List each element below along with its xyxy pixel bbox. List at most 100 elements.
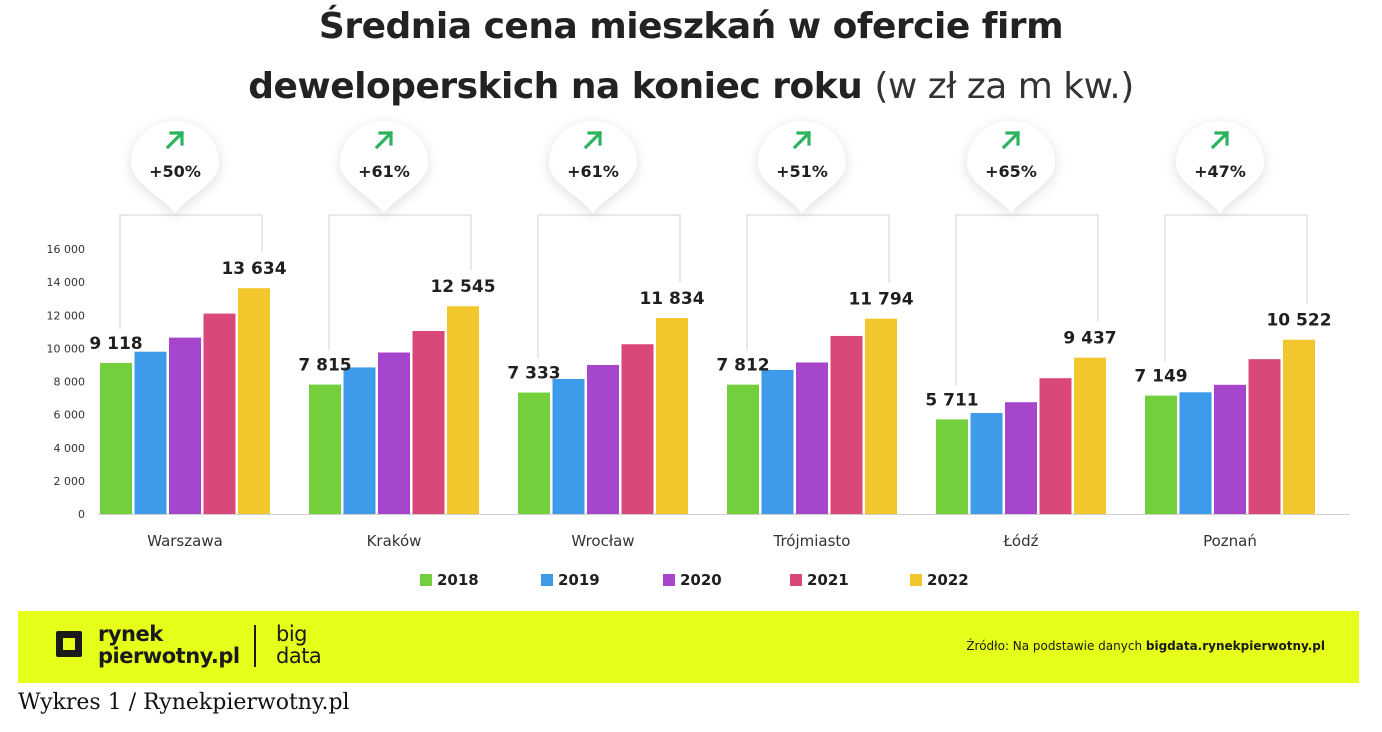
y-tick-label: 16 000 bbox=[47, 243, 86, 256]
bar-2021-2 bbox=[412, 330, 445, 514]
growth-bubble bbox=[967, 121, 1055, 213]
growth-percent: +47% bbox=[1194, 162, 1246, 181]
bar-2019-2 bbox=[343, 367, 376, 514]
arrow-up-right-icon-stroke bbox=[1210, 130, 1230, 150]
growth-percent: +51% bbox=[776, 162, 828, 181]
bar-2018-2 bbox=[309, 384, 341, 514]
bar-2022-3 bbox=[656, 317, 688, 514]
growth-bracket bbox=[328, 214, 472, 351]
growth-bracket bbox=[955, 214, 1099, 386]
bar-2019-1 bbox=[134, 351, 167, 514]
legend-swatch-2021 bbox=[790, 574, 802, 586]
bar-2022-2 bbox=[447, 306, 479, 514]
bar-2020-5 bbox=[1005, 402, 1037, 514]
data-label-last: 11 794 bbox=[848, 290, 913, 310]
bar-2022-6 bbox=[1283, 339, 1315, 514]
growth-bubble bbox=[131, 121, 219, 213]
logo-text-rynek: rynek bbox=[98, 622, 163, 646]
logo-text-big: big bbox=[276, 622, 308, 646]
bar-2021-4 bbox=[830, 335, 863, 514]
data-label-first: 7 815 bbox=[298, 356, 351, 376]
source-link[interactable]: bigdata.rynekpierwotny.pl bbox=[1145, 639, 1325, 653]
bar-2020-2 bbox=[378, 352, 410, 514]
arrow-up-right-icon-stroke bbox=[792, 130, 812, 150]
chart-title-line2: deweloperskich na koniec roku (w zł za m… bbox=[0, 64, 1382, 110]
bar-2018-4 bbox=[727, 384, 759, 514]
data-label-first: 7 149 bbox=[1134, 367, 1187, 387]
logo-text-data: data bbox=[276, 644, 322, 668]
bar-2022-1 bbox=[238, 288, 270, 514]
bar-2019-6 bbox=[1179, 392, 1212, 514]
bar-2019-4 bbox=[761, 369, 794, 514]
legend-label-2021: 2021 bbox=[807, 571, 849, 589]
arrow-up-right-icon bbox=[374, 130, 394, 150]
growth-bubble bbox=[340, 121, 428, 213]
legend-label-2019: 2019 bbox=[558, 571, 600, 589]
bar-2021-6 bbox=[1248, 359, 1281, 514]
data-label-last: 10 522 bbox=[1266, 311, 1331, 331]
growth-bracket bbox=[746, 214, 890, 351]
figure-caption: Wykres 1 / Rynekpierwotny.pl bbox=[18, 690, 350, 715]
x-category-label: Poznań bbox=[1203, 532, 1257, 550]
legend-label-2022: 2022 bbox=[927, 571, 969, 589]
arrow-up-right-icon bbox=[165, 130, 185, 150]
bar-2021-1 bbox=[203, 313, 236, 514]
bar-2019-3 bbox=[552, 379, 585, 514]
arrow-up-right-icon bbox=[583, 130, 603, 150]
source-prefix: Źródło: Na podstawie danych bbox=[966, 639, 1146, 653]
bar-2020-3 bbox=[587, 364, 619, 514]
y-tick-label: 10 000 bbox=[47, 342, 86, 355]
growth-percent: +65% bbox=[985, 162, 1037, 181]
chart-title: Średnia cena mieszkań w ofercie firm dew… bbox=[0, 4, 1382, 110]
logo-square-icon bbox=[56, 631, 82, 657]
data-label-last: 11 834 bbox=[639, 289, 704, 309]
arrow-up-right-icon bbox=[1210, 130, 1230, 150]
data-label-first: 5 711 bbox=[925, 390, 978, 410]
growth-percent: +61% bbox=[358, 162, 410, 181]
bar-chart: 0 2 000 4 000 6 000 8 000 10 000 12 000 14 000 1… bbox=[47, 121, 1350, 589]
y-tick-label: 14 000 bbox=[47, 276, 86, 289]
growth-percent: +61% bbox=[567, 162, 619, 181]
chart-title-line1: Średnia cena mieszkań w ofercie firm bbox=[318, 6, 1064, 47]
legend-swatch-2019 bbox=[541, 574, 553, 586]
growth-bubble bbox=[1176, 121, 1264, 213]
growth-percent: +50% bbox=[149, 162, 201, 181]
y-tick-label: 0 bbox=[78, 508, 85, 521]
bar-2018-1 bbox=[100, 362, 132, 514]
arrow-up-right-icon-stroke bbox=[374, 130, 394, 150]
legend-label-2020: 2020 bbox=[680, 571, 722, 589]
growth-bracket bbox=[119, 214, 263, 329]
growth-bubble bbox=[549, 121, 637, 213]
arrow-up-right-icon-stroke bbox=[583, 130, 603, 150]
y-tick-label: 12 000 bbox=[47, 309, 86, 322]
x-category-label: Kraków bbox=[367, 532, 422, 550]
chart-title-line2-main: deweloperskich na koniec roku bbox=[248, 66, 863, 107]
arrow-up-right-icon-stroke bbox=[165, 130, 185, 150]
legend-swatch-2018 bbox=[420, 574, 432, 586]
logo-text-pierwotny: pierwotny.pl bbox=[98, 644, 240, 668]
x-category-label: Warszawa bbox=[147, 532, 223, 550]
arrow-up-right-icon bbox=[1001, 130, 1021, 150]
growth-bubble bbox=[758, 121, 846, 213]
bar-2021-5 bbox=[1039, 378, 1072, 514]
legend-swatch-2022 bbox=[910, 574, 922, 586]
growth-bracket bbox=[537, 214, 681, 359]
logo-divider bbox=[254, 625, 256, 667]
y-tick-label: 6 000 bbox=[54, 409, 86, 422]
data-label-first: 7 333 bbox=[507, 364, 560, 384]
legend-label-2018: 2018 bbox=[437, 571, 479, 589]
bar-2018-5 bbox=[936, 419, 968, 514]
data-label-last: 13 634 bbox=[221, 259, 286, 279]
data-label-first: 7 812 bbox=[716, 356, 769, 376]
bar-2018-3 bbox=[518, 392, 550, 514]
y-tick-label: 8 000 bbox=[54, 376, 86, 389]
bar-2020-6 bbox=[1214, 384, 1246, 514]
bar-2020-4 bbox=[796, 362, 828, 514]
bar-2022-5 bbox=[1074, 357, 1106, 514]
growth-bracket bbox=[1164, 214, 1308, 362]
footer-band: rynek pierwotny.pl big data Źródło: Na p… bbox=[18, 611, 1359, 683]
data-label-last: 9 437 bbox=[1063, 329, 1116, 349]
y-tick-label: 2 000 bbox=[54, 475, 86, 488]
bar-2020-1 bbox=[169, 337, 201, 514]
x-category-label: Trójmiasto bbox=[773, 532, 851, 550]
